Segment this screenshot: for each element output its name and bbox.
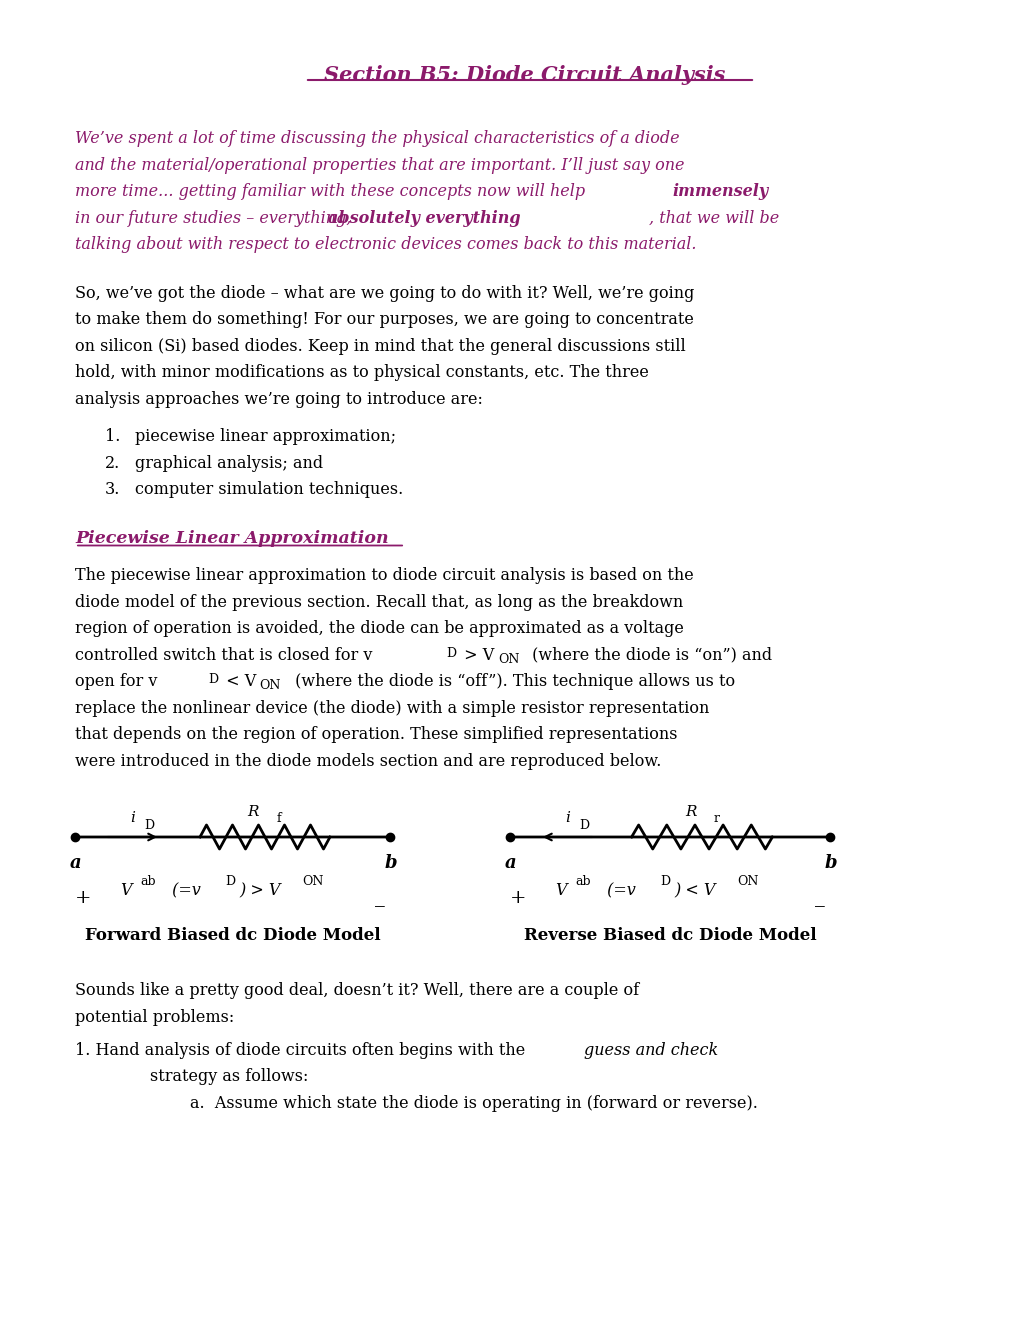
Text: < V: < V bbox=[221, 673, 256, 690]
Text: (where the diode is “on”) and: (where the diode is “on”) and bbox=[527, 647, 771, 664]
Text: analysis approaches we’re going to introduce are:: analysis approaches we’re going to intro… bbox=[75, 391, 482, 408]
Text: ab: ab bbox=[575, 875, 590, 888]
Text: f: f bbox=[276, 812, 281, 825]
Text: a: a bbox=[70, 854, 82, 873]
Text: replace the nonlinear device (the diode) with a simple resistor representation: replace the nonlinear device (the diode)… bbox=[75, 700, 708, 717]
Text: were introduced in the diode models section and are reproduced below.: were introduced in the diode models sect… bbox=[75, 752, 660, 770]
Text: Reverse Biased dc Diode Model: Reverse Biased dc Diode Model bbox=[523, 927, 815, 944]
Text: b: b bbox=[384, 854, 397, 873]
Text: Section B5: Diode Circuit Analysis: Section B5: Diode Circuit Analysis bbox=[324, 65, 725, 84]
Text: D: D bbox=[659, 875, 669, 888]
Text: +: + bbox=[75, 888, 92, 907]
Text: D: D bbox=[445, 647, 455, 660]
Text: (where the diode is “off”). This technique allows us to: (where the diode is “off”). This techniq… bbox=[289, 673, 735, 690]
Text: a.  Assume which state the diode is operating in (forward or reverse).: a. Assume which state the diode is opera… bbox=[190, 1094, 757, 1111]
Text: guess and check: guess and check bbox=[584, 1041, 717, 1059]
Text: The piecewise linear approximation to diode circuit analysis is based on the: The piecewise linear approximation to di… bbox=[75, 568, 693, 583]
Text: Forward Biased dc Diode Model: Forward Biased dc Diode Model bbox=[85, 927, 380, 944]
Text: D: D bbox=[208, 673, 218, 686]
Text: piecewise linear approximation;: piecewise linear approximation; bbox=[135, 428, 395, 445]
Text: V: V bbox=[120, 882, 131, 899]
Text: r: r bbox=[713, 812, 719, 825]
Text: (=v: (=v bbox=[601, 882, 635, 899]
Text: (=v: (=v bbox=[167, 882, 201, 899]
Text: potential problems:: potential problems: bbox=[75, 1008, 234, 1026]
Text: D: D bbox=[579, 818, 589, 832]
Text: and the material/operational properties that are important. I’ll just say one: and the material/operational properties … bbox=[75, 157, 684, 173]
Text: ON: ON bbox=[497, 652, 519, 665]
Text: V: V bbox=[554, 882, 566, 899]
Text: 3.: 3. bbox=[105, 480, 120, 498]
Text: ) > V: ) > V bbox=[238, 882, 280, 899]
Text: We’ve spent a lot of time discussing the physical characteristics of a diode: We’ve spent a lot of time discussing the… bbox=[75, 129, 679, 147]
Text: R: R bbox=[248, 805, 259, 818]
Text: , that we will be: , that we will be bbox=[648, 210, 779, 227]
Text: > V: > V bbox=[459, 647, 494, 664]
Text: more time... getting familiar with these concepts now will help: more time... getting familiar with these… bbox=[75, 183, 590, 201]
Text: on silicon (Si) based diodes. Keep in mind that the general discussions still: on silicon (Si) based diodes. Keep in mi… bbox=[75, 338, 685, 355]
Text: So, we’ve got the diode – what are we going to do with it? Well, we’re going: So, we’ve got the diode – what are we go… bbox=[75, 285, 694, 301]
Text: hold, with minor modifications as to physical constants, etc. The three: hold, with minor modifications as to phy… bbox=[75, 364, 648, 381]
Text: ) < V: ) < V bbox=[674, 882, 714, 899]
Text: +: + bbox=[510, 888, 526, 907]
Text: that depends on the region of operation. These simplified representations: that depends on the region of operation.… bbox=[75, 726, 677, 743]
Text: _: _ bbox=[814, 888, 824, 907]
Text: b: b bbox=[824, 854, 837, 873]
Text: ON: ON bbox=[302, 875, 323, 888]
Text: computer simulation techniques.: computer simulation techniques. bbox=[135, 480, 403, 498]
Text: D: D bbox=[145, 818, 155, 832]
Text: _: _ bbox=[375, 888, 384, 907]
Text: 1.: 1. bbox=[105, 428, 120, 445]
Text: open for v: open for v bbox=[75, 673, 157, 690]
Text: diode model of the previous section. Recall that, as long as the breakdown: diode model of the previous section. Rec… bbox=[75, 594, 683, 611]
Text: region of operation is avoided, the diode can be approximated as a voltage: region of operation is avoided, the diod… bbox=[75, 620, 683, 638]
Text: R: R bbox=[685, 805, 696, 818]
Text: Sounds like a pretty good deal, doesn’t it? Well, there are a couple of: Sounds like a pretty good deal, doesn’t … bbox=[75, 982, 639, 999]
Text: more time... getting familiar with these concepts now will help: more time... getting familiar with these… bbox=[75, 183, 590, 201]
Text: Piecewise Linear Approximation: Piecewise Linear Approximation bbox=[75, 529, 388, 546]
Text: ab: ab bbox=[140, 875, 156, 888]
Text: ON: ON bbox=[259, 678, 280, 692]
Text: i: i bbox=[130, 810, 135, 825]
Text: 2.: 2. bbox=[105, 454, 120, 471]
Text: in our future studies – everything,: in our future studies – everything, bbox=[75, 210, 357, 227]
Text: absolutely everything: absolutely everything bbox=[328, 210, 520, 227]
Text: 1. Hand analysis of diode circuits often begins with the: 1. Hand analysis of diode circuits often… bbox=[75, 1041, 530, 1059]
Text: talking about with respect to electronic devices comes back to this material.: talking about with respect to electronic… bbox=[75, 236, 696, 253]
Text: D: D bbox=[225, 875, 235, 888]
Text: i: i bbox=[565, 810, 570, 825]
Text: to make them do something! For our purposes, we are going to concentrate: to make them do something! For our purpo… bbox=[75, 312, 693, 327]
Text: ON: ON bbox=[737, 875, 758, 888]
Text: immensely: immensely bbox=[672, 183, 767, 201]
Text: strategy as follows:: strategy as follows: bbox=[150, 1068, 308, 1085]
Text: graphical analysis; and: graphical analysis; and bbox=[135, 454, 323, 471]
Text: controlled switch that is closed for v: controlled switch that is closed for v bbox=[75, 647, 372, 664]
Text: a: a bbox=[504, 854, 516, 873]
